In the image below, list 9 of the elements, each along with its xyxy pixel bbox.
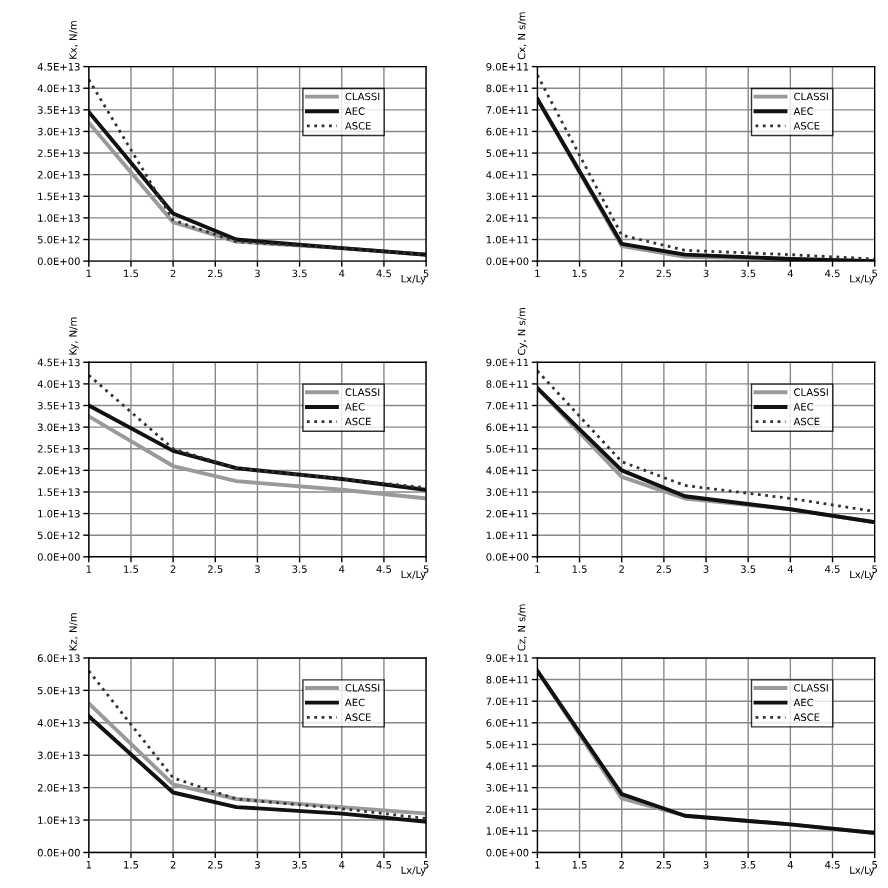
line-series <box>88 701 427 816</box>
line-series <box>537 369 875 513</box>
line-series <box>537 386 875 525</box>
line-series <box>88 669 427 820</box>
line-series <box>88 403 427 492</box>
line-series <box>88 414 427 501</box>
line-series <box>88 714 427 824</box>
line-series <box>537 668 875 835</box>
line-series <box>88 373 427 490</box>
